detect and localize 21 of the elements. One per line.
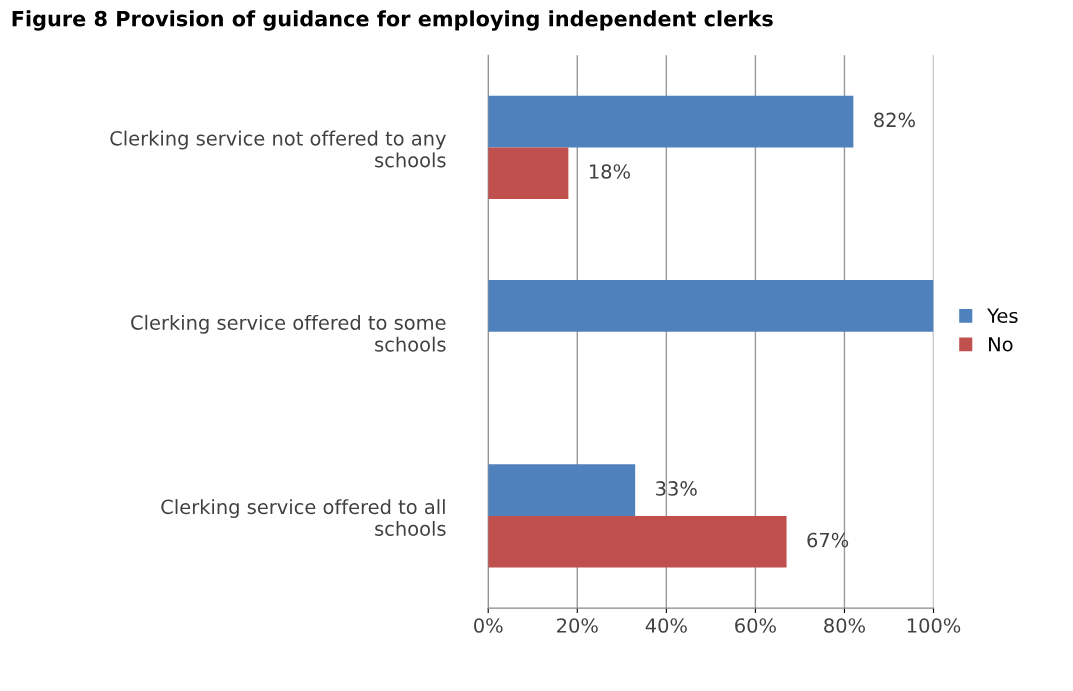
x-tick-label: 20% — [557, 618, 598, 633]
bar — [488, 464, 636, 516]
bar — [488, 515, 787, 568]
bar — [488, 147, 569, 200]
y-tick-label: Clerking service offered to all schools — [161, 499, 446, 536]
x-tick-label: 0% — [474, 618, 503, 633]
data-label: 82% — [874, 112, 915, 128]
data-label: 33% — [656, 481, 697, 496]
x-tick-label: 80% — [824, 618, 865, 633]
y-tick-label: Clerking service offered to some schools — [131, 314, 446, 352]
legend-label: Yes — [987, 308, 1018, 324]
x-tick-label: 40% — [645, 618, 687, 633]
x-tick-label: 100% — [907, 618, 961, 633]
data-label: 18% — [589, 164, 630, 179]
legend-label: No — [989, 337, 1013, 352]
bar — [488, 280, 934, 332]
x-tick-label: 60% — [735, 618, 776, 633]
bar — [488, 95, 854, 148]
chart-title: Figure 8 Provision of guidance for employing independent clerks — [12, 10, 773, 31]
data-label: 67% — [807, 532, 849, 548]
y-tick-label: Clerking service not offered to any schools — [110, 130, 446, 168]
